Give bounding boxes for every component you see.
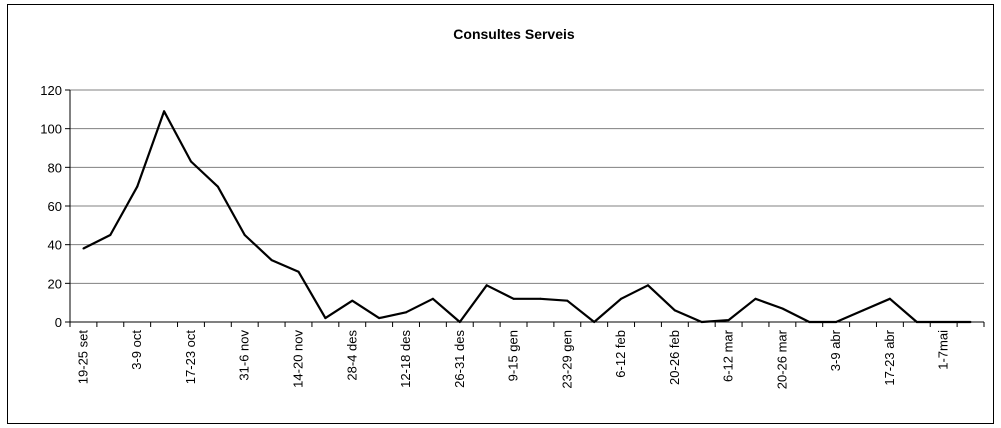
data-point (243, 234, 246, 236)
data-point (781, 307, 784, 310)
chart-title: Consultes Serveis (453, 26, 575, 42)
data-point (378, 317, 381, 320)
data-point (163, 110, 166, 113)
data-point (324, 317, 327, 320)
y-axis-ticks: 0 20 40 60 80 100 120 (40, 83, 70, 330)
x-tick-label: 31-6 nov (237, 330, 252, 381)
data-point (862, 309, 865, 312)
x-tick-label: 6-12 mar (721, 329, 736, 382)
data-point (82, 247, 85, 250)
x-axis-ticks: 19-25 set 3-9 oct 17-23 oct 31-6 nov 14-20 n… (69, 322, 985, 389)
data-point (189, 160, 192, 163)
x-tick-label: 23-29 gen (559, 330, 574, 389)
data-point (808, 321, 811, 323)
data-point (915, 321, 918, 323)
x-tick-label: 28-4 des (344, 330, 359, 381)
x-tick-label: 26-31 des (452, 330, 467, 388)
y-tick-label: 40 (48, 238, 62, 253)
data-point (539, 297, 542, 300)
data-point (566, 299, 569, 302)
x-tick-label: 20-26 feb (667, 330, 682, 385)
series-layer (82, 110, 972, 324)
data-point (216, 185, 219, 188)
data-point (942, 321, 945, 323)
chart-frame: Consultes Serveis 0 20 40 60 80 100 120 19-25 … (7, 4, 994, 424)
x-tick-label: 9-15 gen (506, 330, 521, 381)
data-point (969, 321, 972, 323)
data-point (136, 185, 139, 188)
y-tick-label: 80 (48, 160, 62, 175)
data-point (593, 321, 596, 323)
y-tick-label: 0 (55, 315, 62, 330)
x-tick-label: 3-9 abr (828, 329, 843, 371)
data-point (431, 297, 434, 300)
data-point (405, 311, 408, 314)
data-point (351, 299, 354, 302)
data-point (297, 270, 300, 273)
y-tick-label: 100 (40, 122, 62, 137)
data-point (512, 297, 515, 300)
data-point (727, 319, 730, 322)
data-point (646, 284, 649, 287)
x-tick-label: 17-23 abr (882, 329, 897, 385)
line-chart: Consultes Serveis 0 20 40 60 80 100 120 19-25 … (40, 26, 985, 389)
data-point (673, 309, 676, 312)
x-tick-label: 14-20 nov (291, 330, 306, 388)
data-point (700, 321, 703, 323)
data-point (835, 321, 838, 323)
y-tick-label: 60 (48, 199, 62, 214)
x-tick-label: 19-25 set (75, 330, 90, 385)
data-point (485, 284, 488, 287)
data-point (754, 297, 757, 300)
data-point (620, 297, 623, 300)
data-point (458, 321, 461, 323)
x-tick-label: 12-18 des (398, 330, 413, 388)
series-line (82, 110, 971, 324)
data-point (270, 259, 273, 262)
x-tick-label: 3-9 oct (129, 330, 144, 370)
x-tick-label: 17-23 oct (183, 330, 198, 385)
y-tick-label: 20 (48, 276, 62, 291)
data-point (888, 297, 891, 300)
x-tick-label: 6-12 feb (613, 330, 628, 378)
x-tick-label: 20-26 mar (774, 329, 789, 389)
y-tick-label: 120 (40, 83, 62, 98)
data-point (109, 234, 112, 236)
x-tick-label: 1-7mai (936, 330, 951, 370)
gridlines (70, 89, 984, 284)
